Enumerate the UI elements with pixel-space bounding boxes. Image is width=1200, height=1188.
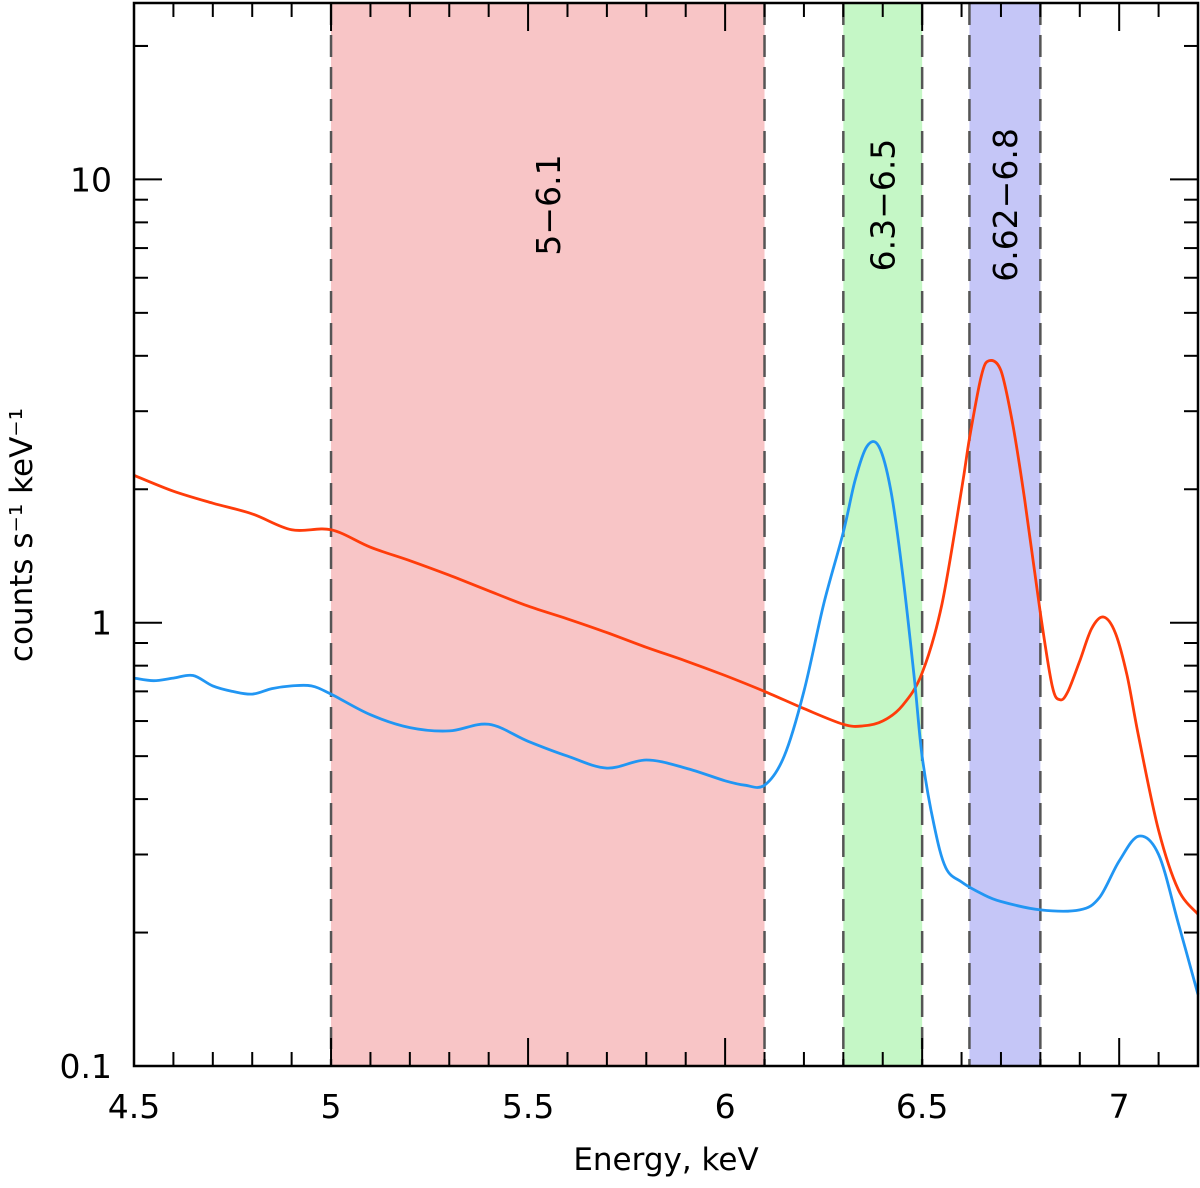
band-labels: 5−6.1 6.3−6.5 6.62−6.8 <box>529 128 1025 282</box>
x-tick-label: 6.5 <box>896 1087 948 1126</box>
band-2 <box>843 3 923 1066</box>
series-red-line <box>133 359 1200 916</box>
y-tick-label: 1 <box>91 604 112 643</box>
y-tick-label: 10 <box>70 160 112 199</box>
spectrum-series <box>133 359 1200 995</box>
x-tick-label: 7 <box>1109 1087 1130 1126</box>
band-1 <box>331 3 765 1066</box>
band-label-2: 6.3−6.5 <box>864 139 903 272</box>
x-axis-label: Energy, keV <box>573 1142 758 1178</box>
energy-bands <box>331 3 1041 1066</box>
x-tick-label: 5 <box>321 1087 342 1126</box>
band-label-3: 6.62−6.8 <box>986 128 1025 282</box>
x-tick-label: 4.5 <box>108 1087 160 1126</box>
band-boundary-lines <box>329 3 1042 1066</box>
y-axis-label: counts s⁻¹ keV⁻¹ <box>4 408 40 662</box>
tick-labels: 4.5 5 5.5 6 6.5 7 0.1 1 10 <box>60 160 1130 1126</box>
x-tick-label: 6 <box>715 1087 736 1126</box>
y-tick-label: 0.1 <box>60 1047 112 1086</box>
band-label-1: 5−6.1 <box>529 154 568 255</box>
plot-frame <box>132 1 1200 1068</box>
series-blue-line <box>133 440 1200 995</box>
x-tick-label: 5.5 <box>502 1087 554 1126</box>
